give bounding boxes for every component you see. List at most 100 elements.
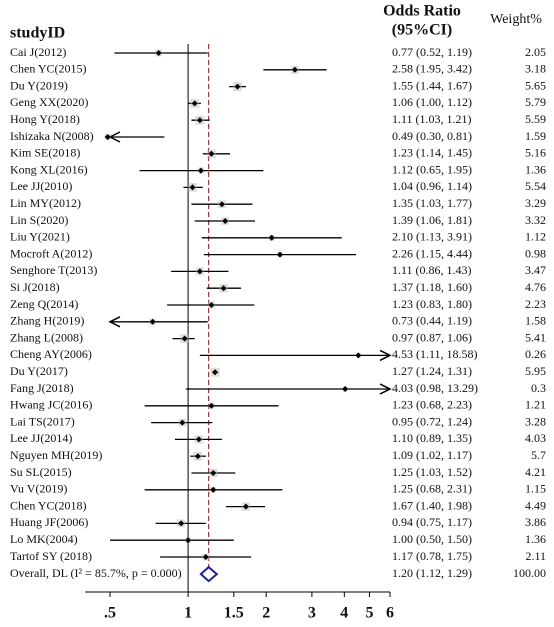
study-label: Vu V(2019) <box>10 482 67 496</box>
study-label: Si J(2018) <box>10 280 60 294</box>
weight-label: 3.86 <box>525 515 546 529</box>
or-point <box>242 503 249 510</box>
pooled-label: Overall, DL (I² = 85.7%, p = 0.000) <box>10 566 182 580</box>
study-label: Ishizaka N(2008) <box>10 129 94 143</box>
weight-label: 1.59 <box>525 129 546 143</box>
study-label: Lai TS(2017) <box>10 414 75 428</box>
or-point <box>195 436 202 443</box>
or-label: 1.25 (0.68, 2.31) <box>392 482 472 496</box>
or-label: 1.67 (1.40, 1.98) <box>392 498 472 512</box>
or-label: 1.23 (0.83, 1.80) <box>392 297 472 311</box>
weight-label: 1.15 <box>525 482 546 496</box>
or-label: 1.12 (0.65, 1.95) <box>392 162 472 176</box>
or-point <box>179 419 186 426</box>
or-point <box>189 184 196 191</box>
study-label: Tartof SY (2018) <box>10 549 92 563</box>
header-ci: (95%CI) <box>392 22 452 39</box>
or-point <box>218 201 225 208</box>
pooled-or-label: 1.20 (1.12, 1.29) <box>392 566 472 580</box>
or-point <box>210 470 217 476</box>
x-tick-label: 6 <box>386 605 394 622</box>
weight-label: 5.65 <box>525 78 546 92</box>
or-label: 1.09 (1.02, 1.17) <box>392 448 472 462</box>
weight-label: 3.28 <box>525 414 546 428</box>
ci-arrow <box>108 316 121 328</box>
study-label: Chen YC(2018) <box>10 498 87 512</box>
or-point <box>191 100 198 107</box>
or-point <box>220 285 227 292</box>
or-label: 0.97 (0.87, 1.06) <box>392 330 472 344</box>
study-label: Chen YC(2015) <box>10 62 87 76</box>
or-label: 0.73 (0.44, 1.19) <box>392 314 472 328</box>
or-point <box>208 402 215 409</box>
or-label: 1.37 (1.18, 1.60) <box>392 280 472 294</box>
header-study: studyID <box>10 25 65 42</box>
or-point <box>181 335 188 342</box>
or-label: 1.55 (1.44, 1.67) <box>392 78 472 92</box>
study-label: Du Y(2017) <box>10 364 68 378</box>
weight-label: 3.47 <box>525 263 546 277</box>
or-point <box>208 150 215 157</box>
or-label: 2.26 (1.15, 4.44) <box>392 246 472 260</box>
study-label: Zhang H(2019) <box>10 314 84 328</box>
study-label: Lo MK(2004) <box>10 532 78 546</box>
or-point <box>276 251 283 258</box>
or-point <box>104 134 111 140</box>
x-tick-label: .5 <box>104 605 116 622</box>
weight-label: 3.29 <box>525 196 546 210</box>
x-tick-label: 4 <box>340 605 348 622</box>
or-point <box>342 386 349 392</box>
or-point <box>208 302 215 308</box>
or-point <box>234 83 241 90</box>
weight-label: 0.26 <box>525 347 546 361</box>
or-point <box>197 167 204 174</box>
weight-label: 4.03 <box>525 431 546 445</box>
weight-label: 2.23 <box>525 297 546 311</box>
or-label: 0.94 (0.75, 1.17) <box>392 515 472 529</box>
pooled-weight-label: 100.00 <box>513 566 546 580</box>
weight-label: 5.7 <box>531 448 546 462</box>
or-point <box>268 234 275 241</box>
or-point <box>222 218 229 224</box>
study-label: Kong XL(2016) <box>10 162 88 176</box>
or-point <box>212 369 219 376</box>
or-label: 0.49 (0.30, 0.81) <box>392 129 472 143</box>
header-weight: Weight% <box>490 12 542 27</box>
or-label: 1.11 (0.86, 1.43) <box>392 263 472 277</box>
or-label: 1.39 (1.06, 1.81) <box>392 213 472 227</box>
study-label: Mocroft A(2012) <box>10 246 92 260</box>
or-label: 1.23 (1.14, 1.45) <box>392 146 472 160</box>
weight-label: 5.54 <box>525 179 546 193</box>
weight-label: 4.21 <box>525 465 546 479</box>
or-label: 4.03 (0.98, 13.29) <box>392 381 478 395</box>
or-label: 1.27 (1.24, 1.31) <box>392 364 472 378</box>
weight-label: 5.59 <box>525 112 546 126</box>
or-point <box>155 50 162 56</box>
or-point <box>202 554 209 560</box>
pooled-diamond <box>199 565 219 583</box>
or-label: 1.23 (0.68, 2.23) <box>392 398 472 412</box>
weight-label: 5.41 <box>525 330 546 344</box>
study-label: Zeng Q(2014) <box>10 297 78 311</box>
study-label: Huang JF(2006) <box>10 515 88 529</box>
weight-label: 3.18 <box>525 62 546 76</box>
x-tick-label: 2 <box>262 605 270 622</box>
or-point <box>291 66 298 73</box>
weight-label: 1.36 <box>525 162 546 176</box>
x-tick-label: 1 <box>184 605 192 622</box>
or-label: 0.77 (0.52, 1.19) <box>392 45 472 59</box>
weight-label: 2.11 <box>525 549 546 563</box>
weight-label: 5.95 <box>525 364 546 378</box>
or-point <box>194 453 201 460</box>
weight-label: 1.21 <box>525 398 546 412</box>
study-label: Lee JJ(2010) <box>10 179 72 193</box>
study-label: Lin MY(2012) <box>10 196 81 210</box>
weight-label: 3.32 <box>525 213 546 227</box>
or-point <box>196 268 203 275</box>
or-label: 2.58 (1.95, 3.42) <box>392 62 472 76</box>
study-label: Lee JJ(2014) <box>10 431 72 445</box>
weight-label: 4.49 <box>525 498 546 512</box>
weight-label: 0.3 <box>531 381 546 395</box>
x-tick-label: 5 <box>365 605 373 622</box>
